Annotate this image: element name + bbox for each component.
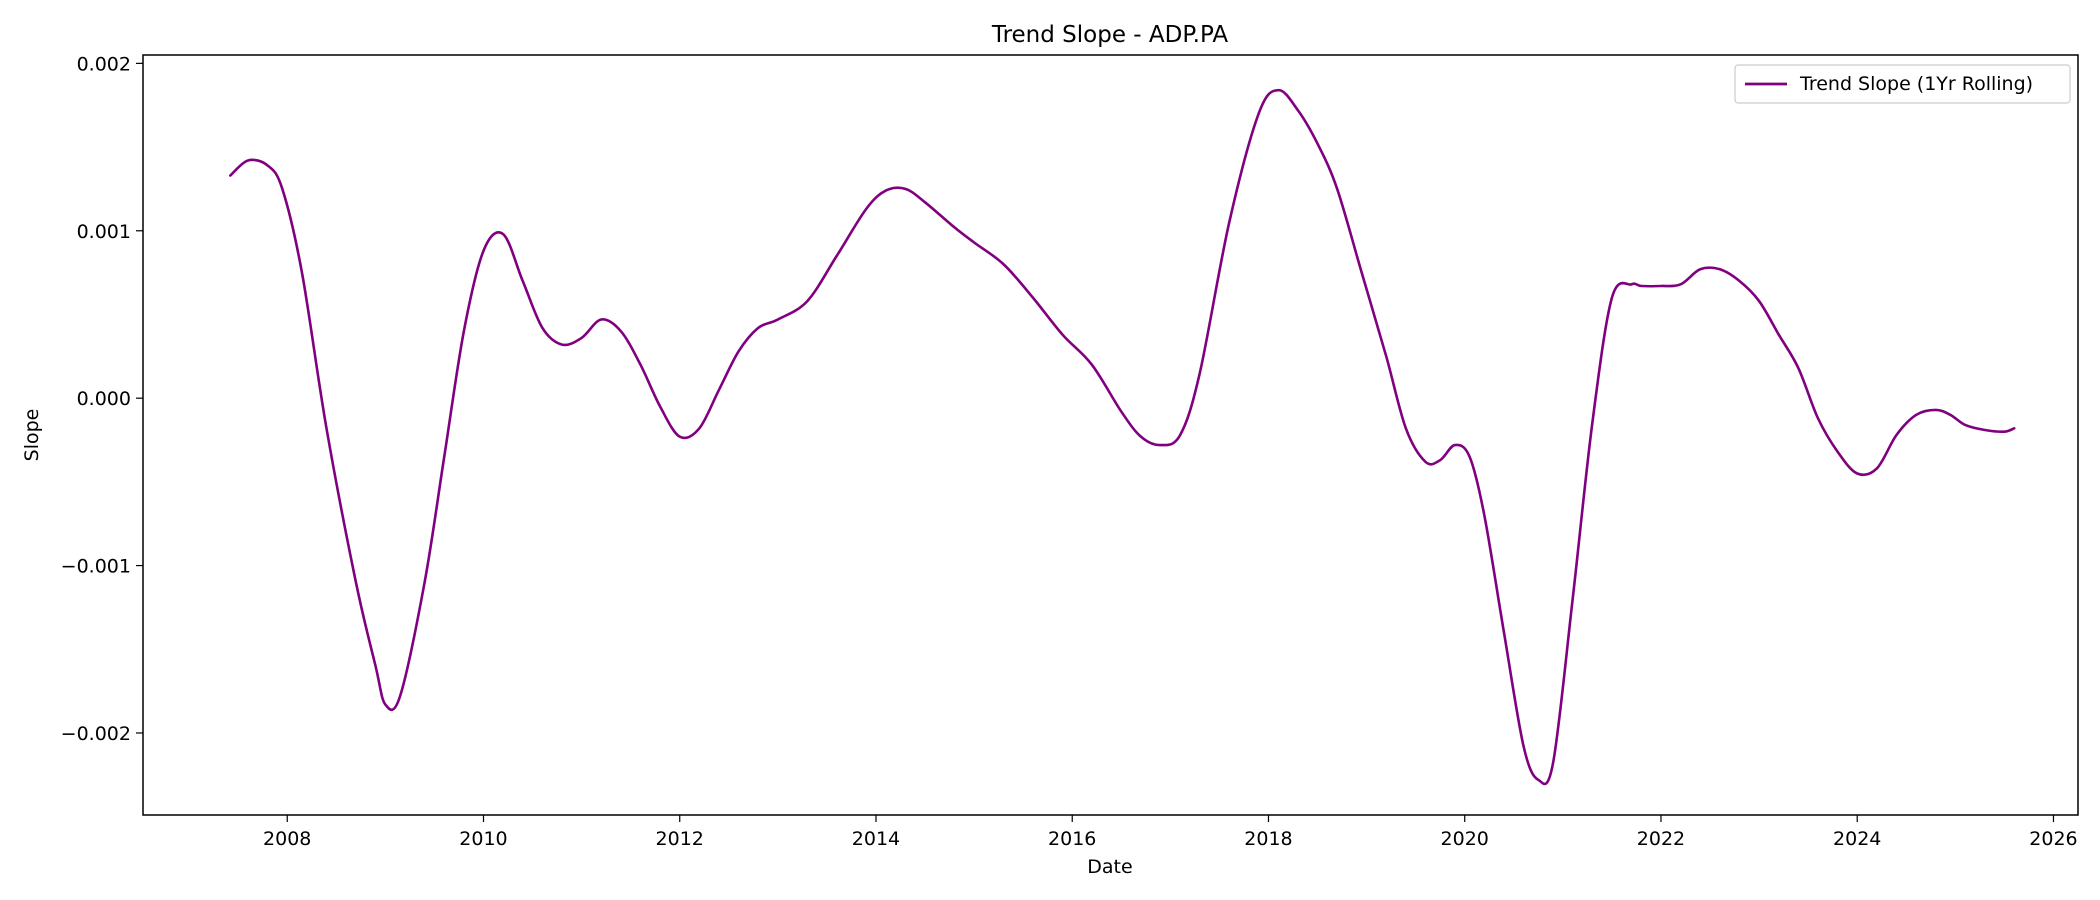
x-axis-label: Date <box>1087 856 1132 878</box>
x-tick-label: 2026 <box>2029 828 2077 850</box>
y-tick-label: 0.000 <box>77 388 131 410</box>
legend: Trend Slope (1Yr Rolling) <box>1734 64 2071 104</box>
plot-area <box>142 54 2079 816</box>
x-tick-label: 2010 <box>459 828 507 850</box>
x-tick-label: 2008 <box>263 828 311 850</box>
y-tick-label: −0.002 <box>61 723 131 745</box>
legend-label: Trend Slope (1Yr Rolling) <box>1799 73 2033 95</box>
x-tick-label: 2012 <box>656 828 704 850</box>
legend-box <box>1734 64 2071 104</box>
x-tick-label: 2020 <box>1441 828 1489 850</box>
y-axis: 0.002 0.001 0.000 −0.001 −0.002 <box>61 53 143 745</box>
x-tick-label: 2024 <box>1833 828 1881 850</box>
y-axis-label: Slope <box>21 409 43 462</box>
y-tick-label: −0.001 <box>61 556 131 578</box>
x-axis: 2008 2010 2012 2014 2016 2018 2020 2022 2024 2026 <box>263 815 2078 850</box>
y-tick-label: 0.001 <box>77 221 131 243</box>
x-tick-label: 2014 <box>852 828 900 850</box>
series-line <box>229 88 2016 786</box>
x-tick-label: 2016 <box>1048 828 1096 850</box>
series-layer <box>229 88 2016 786</box>
x-tick-label: 2018 <box>1244 828 1292 850</box>
y-tick-label: 0.002 <box>77 53 131 75</box>
x-tick-label: 2022 <box>1637 828 1685 850</box>
chart-title: Trend Slope - ADP.PA <box>991 22 1228 48</box>
